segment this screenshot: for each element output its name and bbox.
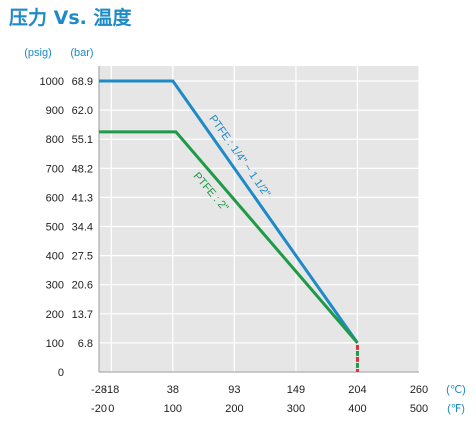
fahrenheit-tick-label: -20	[91, 403, 107, 415]
series-line-2	[99, 130, 359, 344]
psig-tick-label: 500	[46, 222, 64, 234]
psig-tick-label: 700	[46, 163, 64, 175]
psig-tick-label: 800	[46, 134, 64, 146]
psig-tick-label: 100	[46, 338, 64, 350]
bar-tick-label: 34.4	[72, 222, 93, 234]
axes	[98, 66, 419, 373]
bar-tick-label: 41.3	[72, 192, 93, 204]
series-lines	[99, 79, 359, 372]
bar-tick-label: 55.1	[72, 134, 93, 146]
psig-tick-label: 200	[46, 309, 64, 321]
bar-tick-label: 6.8	[78, 338, 93, 350]
celsius-tick-label: 38	[167, 384, 179, 396]
fahrenheit-tick-label: 500	[410, 403, 428, 415]
celsius-tick-label: 93	[228, 384, 240, 396]
celsius-tick-label: 260	[410, 384, 428, 396]
bar-tick-label: 48.2	[72, 163, 93, 175]
psig-tick-label: 900	[46, 105, 64, 117]
x-unit-fahrenheit: (℉)	[447, 403, 465, 415]
series-line-1	[99, 79, 359, 344]
fahrenheit-tick-label: 100	[164, 403, 182, 415]
celsius-tick-label: -18	[103, 384, 119, 396]
bar-tick-label: 68.9	[72, 76, 93, 88]
y-unit-bar: (bar)	[70, 47, 93, 59]
x-unit-celsius: (℃)	[446, 384, 466, 396]
psig-tick-label: 400	[46, 251, 64, 263]
psig-tick-label: 1000	[40, 76, 64, 88]
celsius-tick-label: 149	[287, 384, 305, 396]
psig-tick-label: 0	[58, 367, 64, 379]
fahrenheit-tick-label: 300	[287, 403, 305, 415]
celsius-tick-label: -28	[91, 384, 107, 396]
bar-tick-label: 27.5	[72, 251, 93, 263]
page-title: 压力 Vs. 温度	[9, 7, 132, 29]
y-unit-psig: (psig)	[24, 47, 52, 59]
bar-tick-label: 20.6	[72, 280, 93, 292]
celsius-tick-label: 204	[348, 384, 366, 396]
fahrenheit-tick-label: 400	[348, 403, 366, 415]
bar-tick-label: 62.0	[72, 105, 93, 117]
fahrenheit-tick-label: 200	[225, 403, 243, 415]
grid-lines	[98, 66, 420, 373]
plot-area	[99, 66, 419, 372]
psig-tick-label: 600	[46, 192, 64, 204]
psig-tick-label: 300	[46, 280, 64, 292]
bar-tick-label: 13.7	[72, 309, 93, 321]
fahrenheit-tick-label: 0	[108, 403, 114, 415]
